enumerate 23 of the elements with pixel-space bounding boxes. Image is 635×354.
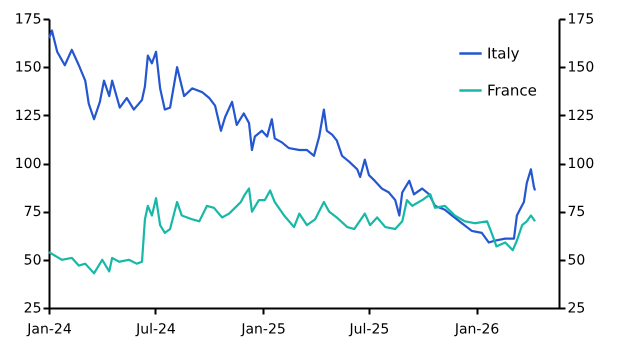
y2-tick-label: 100 (568, 156, 594, 172)
x-tick-label: Jan-26 (454, 322, 500, 338)
x-tick-label: Jul-25 (348, 322, 390, 338)
x-tick-label: Jan-25 (240, 322, 286, 338)
line-series (48, 29, 536, 244)
y2-tick-label: 150 (568, 60, 594, 76)
y2-tick-label: 25 (568, 300, 586, 316)
x-tick-label: Jan-24 (26, 322, 72, 338)
y-tick-label: 75 (24, 204, 42, 220)
y-tick-label: 50 (24, 252, 42, 268)
y-tick-label: 125 (14, 108, 42, 124)
legend-label: France (487, 82, 537, 100)
x-tick-label: Jul-24 (135, 322, 176, 338)
y2-tick-label: 125 (568, 108, 594, 124)
line-series (48, 187, 536, 274)
y-tick-label: 150 (14, 60, 42, 76)
y-tick-label: 175 (14, 12, 42, 28)
y-tick-label: 25 (24, 300, 42, 316)
legend-label: Italy (487, 44, 520, 62)
y-tick-label: 100 (14, 156, 42, 172)
y2-tick-label: 75 (568, 204, 586, 220)
y2-tick-label: 175 (568, 12, 594, 28)
y2-tick-label: 50 (568, 252, 586, 268)
